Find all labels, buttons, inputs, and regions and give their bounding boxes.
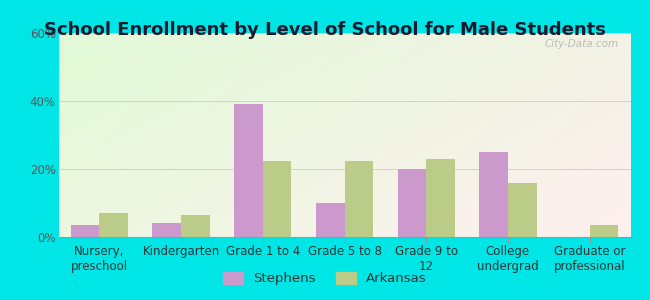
Bar [153, 224, 181, 237]
Bar [234, 104, 263, 237]
Bar [71, 225, 99, 237]
Bar [508, 183, 536, 237]
Bar [181, 215, 210, 237]
Bar [426, 159, 455, 237]
Bar [316, 203, 344, 237]
Bar [99, 213, 128, 237]
Bar [398, 169, 426, 237]
Legend: Stephens, Arkansas: Stephens, Arkansas [218, 266, 432, 290]
Bar [590, 225, 618, 237]
Bar [263, 160, 291, 237]
Bar [479, 152, 508, 237]
Text: School Enrollment by Level of School for Male Students: School Enrollment by Level of School for… [44, 21, 606, 39]
Bar [344, 160, 373, 237]
Text: City-Data.com: City-Data.com [545, 39, 619, 49]
